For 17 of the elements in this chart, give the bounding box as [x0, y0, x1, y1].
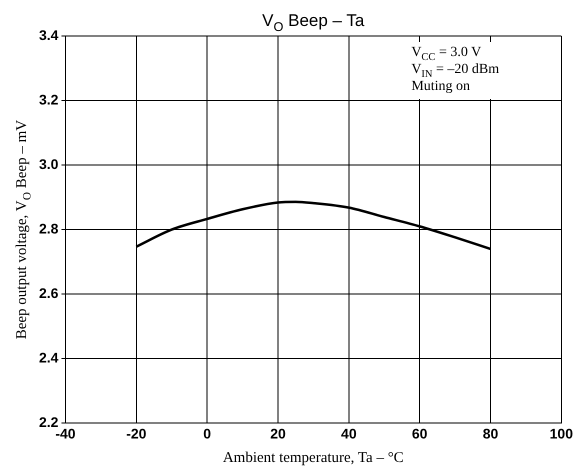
x-tick-label: 100: [550, 425, 574, 442]
y-tick-label: 2.8: [38, 220, 59, 236]
y-tick-label: 2.2: [38, 414, 59, 430]
y-tick-label: 2.6: [38, 284, 59, 301]
y-tick-label: 3.0: [38, 156, 59, 172]
x-tick-label: 60: [412, 425, 428, 442]
x-tick-label: 20: [270, 425, 286, 442]
y-tick-label: 3.2: [38, 91, 59, 108]
x-tick-label: 0: [203, 425, 212, 442]
y-axis-title: Beep output voltage, VO Beep – mV: [14, 120, 34, 340]
annotation: Muting on: [411, 79, 470, 94]
x-tick-label: 40: [341, 425, 357, 442]
x-tick-label: 80: [482, 425, 498, 442]
x-tick-label: -20: [126, 425, 147, 442]
y-tick-label: 2.4: [38, 350, 59, 366]
x-axis-title: Ambient temperature, Ta – °C: [222, 450, 404, 466]
y-tick-label: 3.4: [38, 26, 59, 43]
